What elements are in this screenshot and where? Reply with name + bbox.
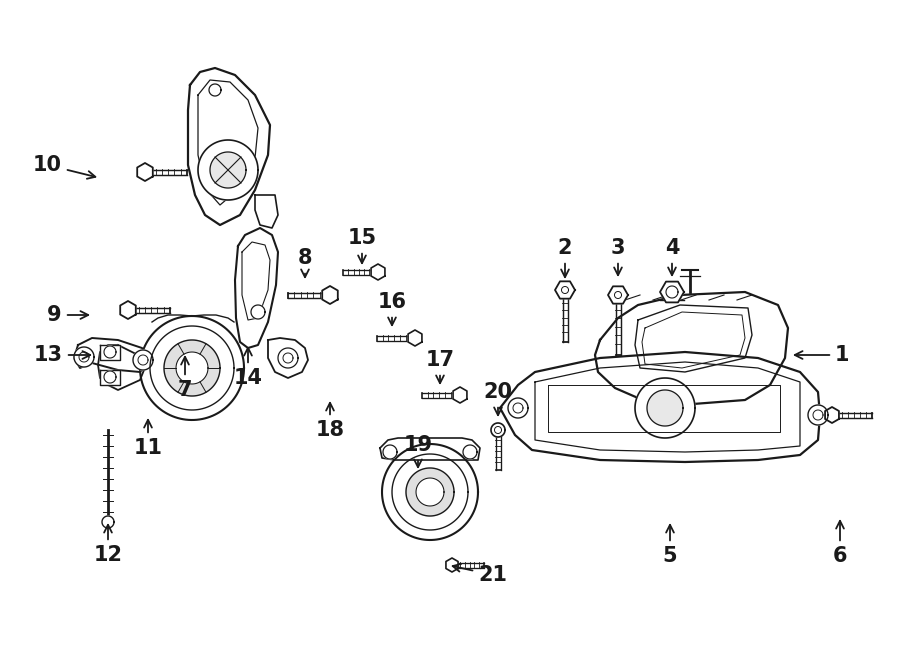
Polygon shape xyxy=(137,163,153,181)
Polygon shape xyxy=(453,387,467,403)
Polygon shape xyxy=(210,152,246,188)
Polygon shape xyxy=(825,407,839,423)
Polygon shape xyxy=(463,445,477,459)
Polygon shape xyxy=(176,352,208,384)
Polygon shape xyxy=(380,438,480,460)
Polygon shape xyxy=(164,340,220,396)
Polygon shape xyxy=(198,140,258,200)
Polygon shape xyxy=(100,345,120,360)
Polygon shape xyxy=(508,398,528,418)
Text: 5: 5 xyxy=(662,525,678,566)
Text: 4: 4 xyxy=(665,238,680,275)
Polygon shape xyxy=(371,264,385,280)
Text: 17: 17 xyxy=(426,350,454,383)
Polygon shape xyxy=(513,403,523,413)
Polygon shape xyxy=(79,352,89,362)
Polygon shape xyxy=(322,286,338,304)
Polygon shape xyxy=(255,195,278,228)
Polygon shape xyxy=(408,330,422,346)
Polygon shape xyxy=(209,84,221,96)
Polygon shape xyxy=(283,353,293,363)
Text: 19: 19 xyxy=(403,435,433,467)
Polygon shape xyxy=(392,454,468,530)
Polygon shape xyxy=(98,345,148,390)
Text: 9: 9 xyxy=(48,305,88,325)
Text: 20: 20 xyxy=(483,382,512,415)
Polygon shape xyxy=(268,338,308,378)
Text: 18: 18 xyxy=(316,403,345,440)
Polygon shape xyxy=(382,444,478,540)
Polygon shape xyxy=(104,346,116,358)
Polygon shape xyxy=(74,338,150,372)
Polygon shape xyxy=(660,282,684,302)
Text: 3: 3 xyxy=(611,238,625,275)
Text: 15: 15 xyxy=(347,228,376,263)
Text: 14: 14 xyxy=(233,348,263,388)
Polygon shape xyxy=(555,282,575,299)
Polygon shape xyxy=(666,286,678,298)
Polygon shape xyxy=(235,228,278,348)
Polygon shape xyxy=(138,355,148,365)
Polygon shape xyxy=(133,350,153,370)
Polygon shape xyxy=(188,68,270,225)
Text: 7: 7 xyxy=(178,357,193,400)
Polygon shape xyxy=(494,426,501,434)
Text: 21: 21 xyxy=(453,564,507,585)
Polygon shape xyxy=(278,348,298,368)
Polygon shape xyxy=(813,410,823,420)
Text: 11: 11 xyxy=(133,420,163,458)
Polygon shape xyxy=(100,370,120,385)
Polygon shape xyxy=(611,288,625,302)
Polygon shape xyxy=(416,478,444,506)
Polygon shape xyxy=(121,301,136,319)
Polygon shape xyxy=(406,468,454,516)
Polygon shape xyxy=(808,405,828,425)
Polygon shape xyxy=(635,378,695,438)
Text: 6: 6 xyxy=(832,521,847,566)
Polygon shape xyxy=(562,286,569,293)
Polygon shape xyxy=(150,326,234,410)
Text: 10: 10 xyxy=(33,155,95,178)
Text: 1: 1 xyxy=(795,345,850,365)
Text: 2: 2 xyxy=(558,238,572,277)
Polygon shape xyxy=(140,316,244,420)
Polygon shape xyxy=(74,347,94,367)
Polygon shape xyxy=(446,558,458,572)
Text: 12: 12 xyxy=(94,525,122,565)
Polygon shape xyxy=(500,352,820,462)
Polygon shape xyxy=(595,292,788,405)
Polygon shape xyxy=(104,371,116,383)
Polygon shape xyxy=(251,305,265,319)
Polygon shape xyxy=(491,423,505,437)
Polygon shape xyxy=(558,283,572,297)
Polygon shape xyxy=(647,390,683,426)
Polygon shape xyxy=(383,445,397,459)
Polygon shape xyxy=(615,292,622,299)
Text: 13: 13 xyxy=(34,345,90,365)
Polygon shape xyxy=(608,286,628,303)
Polygon shape xyxy=(102,516,114,528)
Text: 8: 8 xyxy=(298,248,312,277)
Text: 16: 16 xyxy=(377,292,407,325)
